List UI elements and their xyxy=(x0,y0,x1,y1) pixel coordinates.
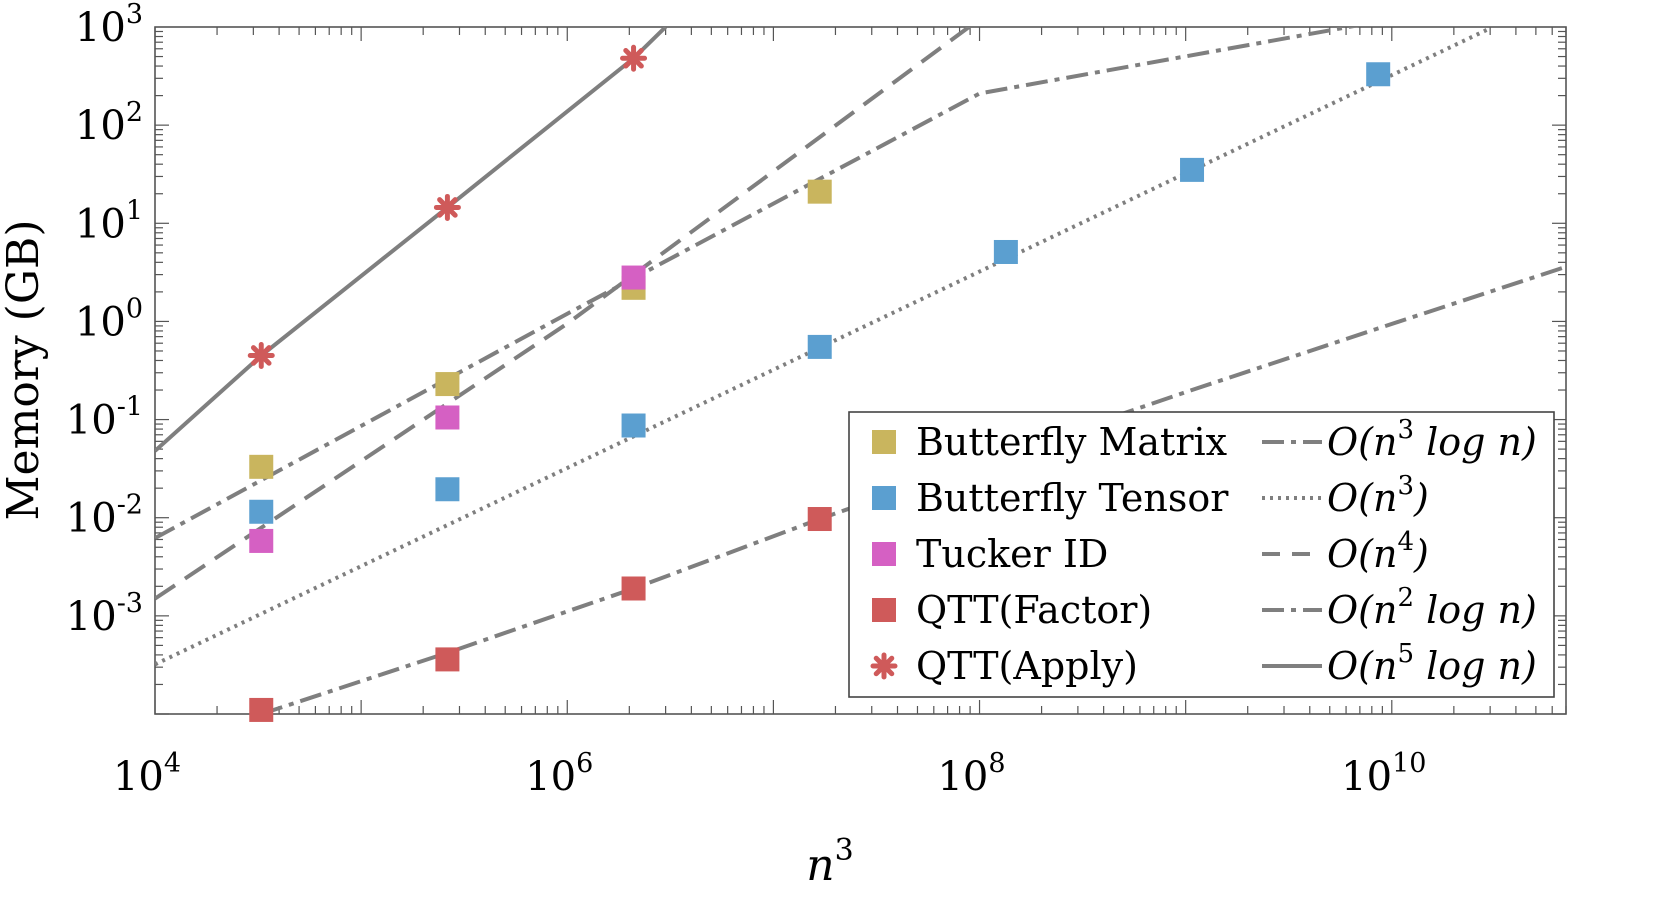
data-point xyxy=(621,413,646,438)
data-point xyxy=(435,477,460,502)
x-tick-label: 104 xyxy=(113,748,181,800)
data-markers xyxy=(247,44,1391,722)
legend-label: QTT(Factor) xyxy=(916,588,1152,632)
data-point xyxy=(621,265,646,290)
y-tick-label: 102 xyxy=(75,97,143,149)
legend-marker xyxy=(870,652,898,680)
legend-label: O(n5 log n) xyxy=(1327,639,1537,688)
legend-label: O(n2 log n) xyxy=(1327,583,1537,632)
legend-label: Butterfly Tensor xyxy=(916,476,1229,520)
y-tick-label: 101 xyxy=(75,195,143,247)
data-point xyxy=(1366,62,1391,87)
x-axis-title-sup: 3 xyxy=(835,833,854,868)
data-point xyxy=(807,179,832,204)
y-tick-label: 10-3 xyxy=(66,588,143,640)
data-point xyxy=(249,454,274,479)
legend-marker xyxy=(872,598,896,622)
legend-label: Butterfly Matrix xyxy=(916,420,1227,464)
y-tick-label: 10-1 xyxy=(66,392,143,444)
axis-ticks xyxy=(154,27,1567,715)
reference-line-2 xyxy=(155,27,973,601)
x-axis-title: n3 xyxy=(806,833,853,891)
x-tick-label: 108 xyxy=(937,748,1005,800)
tick-labels: 104 106 108 1010 10-3 10-2 10-1 100 101 102 103 xyxy=(66,0,1427,800)
data-point xyxy=(807,507,832,532)
data-point xyxy=(249,499,274,524)
data-point xyxy=(435,405,460,430)
data-point xyxy=(433,193,461,221)
legend-label: Tucker ID xyxy=(916,532,1108,576)
y-tick-label: 10-2 xyxy=(66,490,143,542)
legend: Butterfly Matrix Butterfly Tensor Tucker I… xyxy=(848,411,1555,698)
reference-line-1 xyxy=(155,27,1491,667)
legend-marker xyxy=(872,430,896,454)
reference-line-3 xyxy=(260,264,1566,714)
data-point xyxy=(621,576,646,601)
data-point xyxy=(247,341,275,369)
legend-marker xyxy=(872,542,896,566)
data-point xyxy=(249,528,274,553)
legend-label: O(n3 log n) xyxy=(1327,415,1537,464)
data-point xyxy=(435,372,460,397)
legend-label: QTT(Apply) xyxy=(916,644,1138,688)
data-point xyxy=(807,334,832,359)
x-tick-label: 1010 xyxy=(1341,748,1426,800)
data-point xyxy=(249,697,274,722)
y-axis-title: Memory (GB) xyxy=(0,220,49,521)
legend-label: O(n4) xyxy=(1327,527,1429,576)
y-tick-label: 100 xyxy=(75,293,143,345)
x-tick-label: 106 xyxy=(525,748,593,800)
data-point xyxy=(620,44,648,72)
legend-marker xyxy=(872,486,896,510)
data-point xyxy=(1180,157,1205,182)
data-point xyxy=(993,239,1018,264)
data-point xyxy=(435,647,460,672)
y-tick-label: 103 xyxy=(75,0,143,51)
legend-label: O(n3) xyxy=(1327,471,1429,520)
legend-box xyxy=(848,411,1555,698)
